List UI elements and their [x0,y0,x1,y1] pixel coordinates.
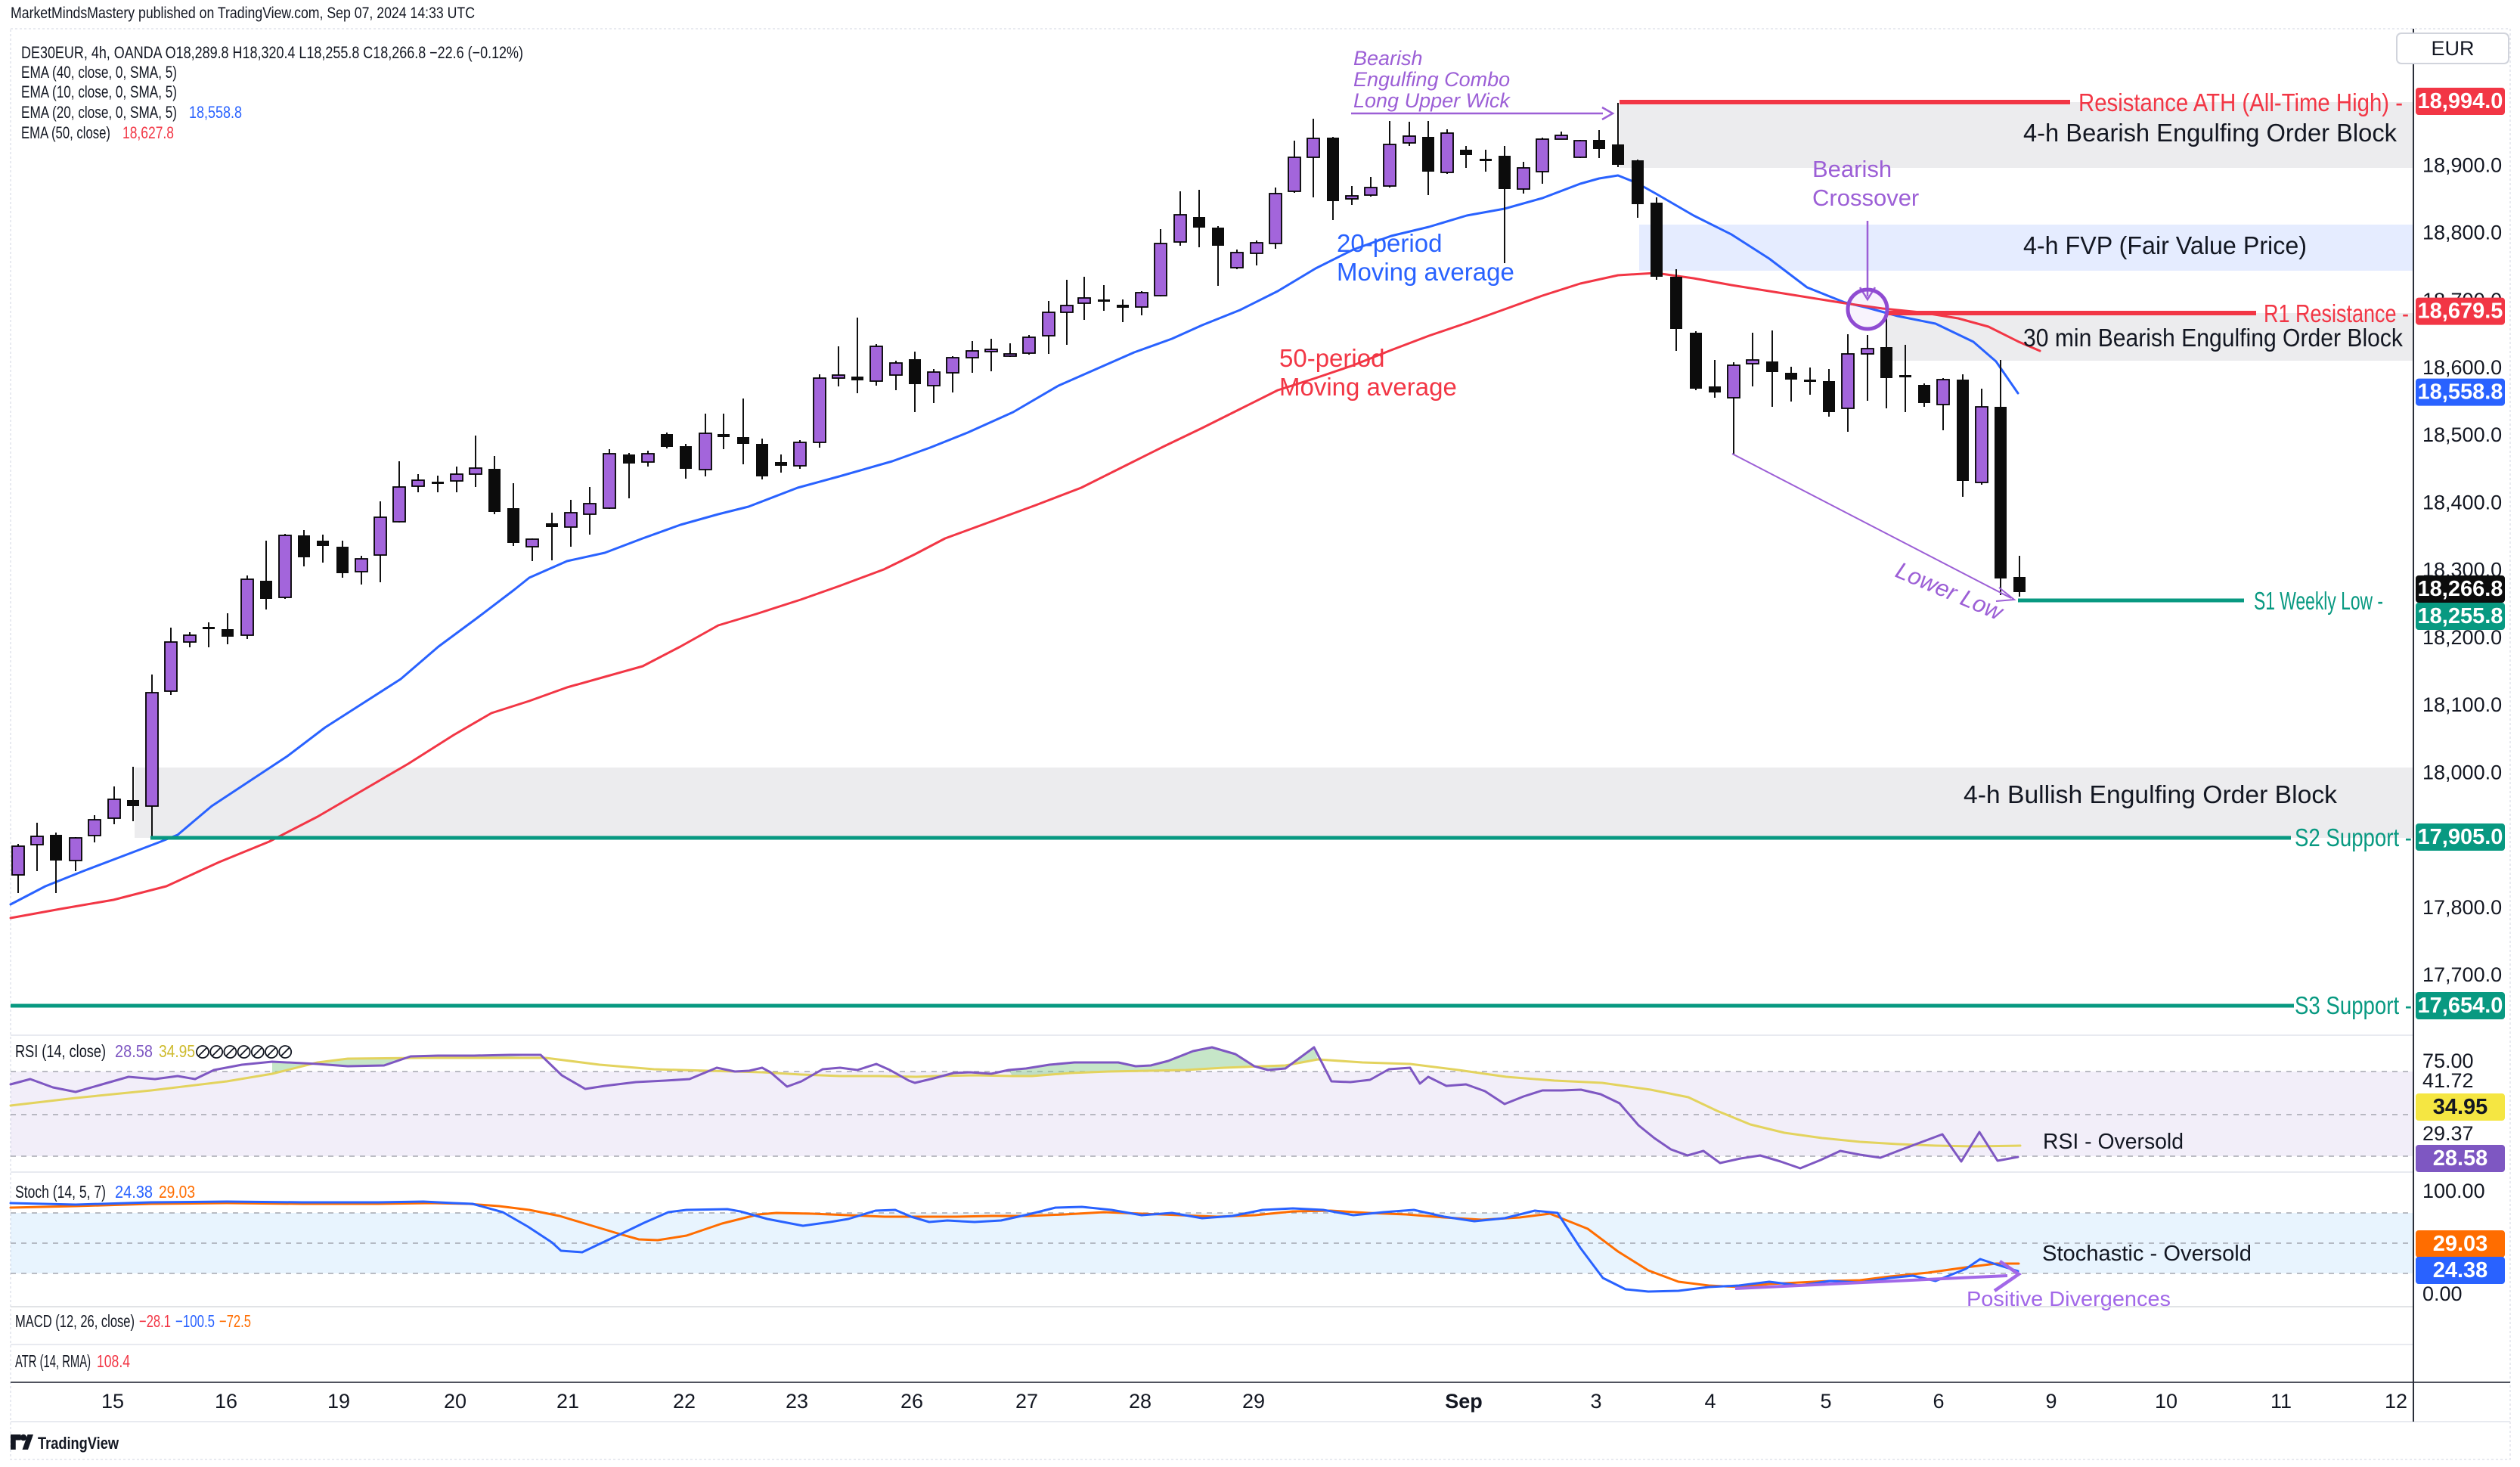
svg-text:28: 28 [1129,1390,1152,1413]
svg-text:29.37: 29.37 [2422,1122,2474,1145]
svg-text:Sep: Sep [1445,1390,1483,1413]
svg-text:EMA (10, close, 0, SMA, 5): EMA (10, close, 0, SMA, 5) [21,82,177,101]
svg-text:23: 23 [786,1390,808,1413]
svg-text:29.03: 29.03 [2433,1232,2488,1256]
svg-text:MACD (12, 26, close): MACD (12, 26, close) [15,1311,135,1331]
svg-text:Moving average: Moving average [1337,258,1514,286]
svg-text:6: 6 [1933,1390,1944,1413]
svg-text:Stoch (14, 5, 7): Stoch (14, 5, 7) [15,1182,106,1202]
svg-text:−100.5: −100.5 [175,1311,215,1331]
svg-text:30 min Bearish Engulfing Order: 30 min Bearish Engulfing Order Block [2023,324,2403,352]
svg-text:50-period: 50-period [1279,344,1384,372]
svg-text:20: 20 [444,1390,466,1413]
svg-text:12: 12 [2385,1390,2407,1413]
svg-text:34.95: 34.95 [159,1041,195,1061]
svg-text:29.03: 29.03 [159,1182,195,1202]
svg-text:S3 Support -: S3 Support - [2295,991,2412,1019]
svg-text:RSI - Oversold: RSI - Oversold [2043,1130,2184,1154]
svg-text:24.38: 24.38 [115,1182,153,1202]
svg-text:18,600.0: 18,600.0 [2422,356,2502,379]
svg-text:27: 27 [1015,1390,1038,1413]
svg-text:17,700.0: 17,700.0 [2422,963,2502,986]
svg-text:18,500.0: 18,500.0 [2422,423,2502,446]
svg-text:TradingView: TradingView [38,1434,119,1453]
svg-text:20-period: 20-period [1337,229,1442,257]
svg-text:EMA (50, close): EMA (50, close) [21,123,110,142]
svg-text:24.38: 24.38 [2433,1258,2488,1282]
svg-text:Crossover: Crossover [1812,185,1919,211]
svg-text:34.95: 34.95 [2433,1095,2488,1119]
svg-text:26: 26 [900,1390,923,1413]
svg-text:11: 11 [2270,1390,2292,1413]
svg-text:Moving average: Moving average [1279,373,1457,401]
svg-text:29: 29 [1242,1390,1265,1413]
svg-text:16: 16 [215,1390,237,1413]
svg-text:−72.5: −72.5 [219,1311,251,1331]
svg-text:18,255.8: 18,255.8 [2418,604,2503,628]
svg-text:18,266.8: 18,266.8 [2418,577,2503,601]
svg-text:108.4: 108.4 [97,1351,130,1371]
svg-text:3: 3 [1590,1390,1601,1413]
svg-text:Bearish: Bearish [1353,47,1423,70]
svg-text:18,627.8: 18,627.8 [122,123,174,142]
svg-text:RSI (14, close): RSI (14, close) [15,1041,106,1061]
svg-text:19: 19 [327,1390,350,1413]
svg-text:4-h Bullish Engulfing Order Bl: 4-h Bullish Engulfing Order Block [1964,780,2337,808]
svg-text:Bearish: Bearish [1812,156,1892,182]
svg-text:ATR (14, RMA): ATR (14, RMA) [15,1351,91,1371]
svg-text:EUR: EUR [2431,37,2474,60]
svg-text:18,100.0: 18,100.0 [2422,693,2502,716]
svg-text:Resistance ATH (All-Time High): Resistance ATH (All-Time High) - [2078,88,2403,116]
svg-text:4-h FVP (Fair Value Price): 4-h FVP (Fair Value Price) [2023,231,2307,259]
svg-text:18,800.0: 18,800.0 [2422,222,2502,244]
svg-text:41.72: 41.72 [2422,1069,2474,1092]
svg-text:9: 9 [2045,1390,2057,1413]
svg-text:28.58: 28.58 [2433,1146,2488,1171]
svg-text:15: 15 [101,1390,124,1413]
svg-text:4: 4 [1704,1390,1716,1413]
svg-text:18,679.5: 18,679.5 [2418,299,2503,324]
svg-text:Long Upper Wick: Long Upper Wick [1353,89,1511,112]
svg-text:EMA (20, close, 0, SMA, 5): EMA (20, close, 0, SMA, 5) [21,103,177,122]
svg-text:100.00: 100.00 [2422,1180,2485,1202]
svg-text:17,905.0: 17,905.0 [2418,825,2503,849]
svg-text:21: 21 [556,1390,579,1413]
svg-text:S2 Support -: S2 Support - [2295,823,2412,851]
svg-text:Stochastic - Oversold: Stochastic - Oversold [2042,1242,2252,1266]
svg-text:28.58: 28.58 [115,1041,153,1061]
svg-text:MarketMindsMastery published o: MarketMindsMastery published on TradingV… [11,5,475,22]
svg-text:4-h Bearish Engulfing Order Bl: 4-h Bearish Engulfing Order Block [2023,119,2397,147]
svg-text:18,558.8: 18,558.8 [189,103,242,122]
svg-text:5: 5 [1820,1390,1831,1413]
svg-text:18,900.0: 18,900.0 [2422,154,2502,176]
svg-text:18,558.8: 18,558.8 [2418,380,2503,405]
svg-text:18,994.0: 18,994.0 [2418,89,2503,113]
svg-text:DE30EUR, 4h, OANDA O18,289.8: DE30EUR, 4h, OANDA O18,289.8 H18,320.4 L… [21,43,523,62]
svg-text:10: 10 [2155,1390,2177,1413]
svg-text:0.00: 0.00 [2422,1282,2463,1305]
svg-text:−28.1: −28.1 [139,1311,171,1331]
svg-text:75.00: 75.00 [2422,1050,2474,1072]
svg-text:R1 Resistance -: R1 Resistance - [2264,299,2409,327]
svg-text:18,400.0: 18,400.0 [2422,491,2502,513]
svg-text:18,000.0: 18,000.0 [2422,761,2502,783]
svg-text:17,800.0: 17,800.0 [2422,896,2502,919]
svg-text:Engulfing Combo: Engulfing Combo [1353,68,1510,91]
svg-text:EMA (40, close, 0, SMA, 5): EMA (40, close, 0, SMA, 5) [21,63,177,82]
svg-text:22: 22 [673,1390,696,1413]
svg-text:S1 Weekly Low -: S1 Weekly Low - [2254,587,2383,615]
svg-text:17,654.0: 17,654.0 [2418,994,2503,1018]
